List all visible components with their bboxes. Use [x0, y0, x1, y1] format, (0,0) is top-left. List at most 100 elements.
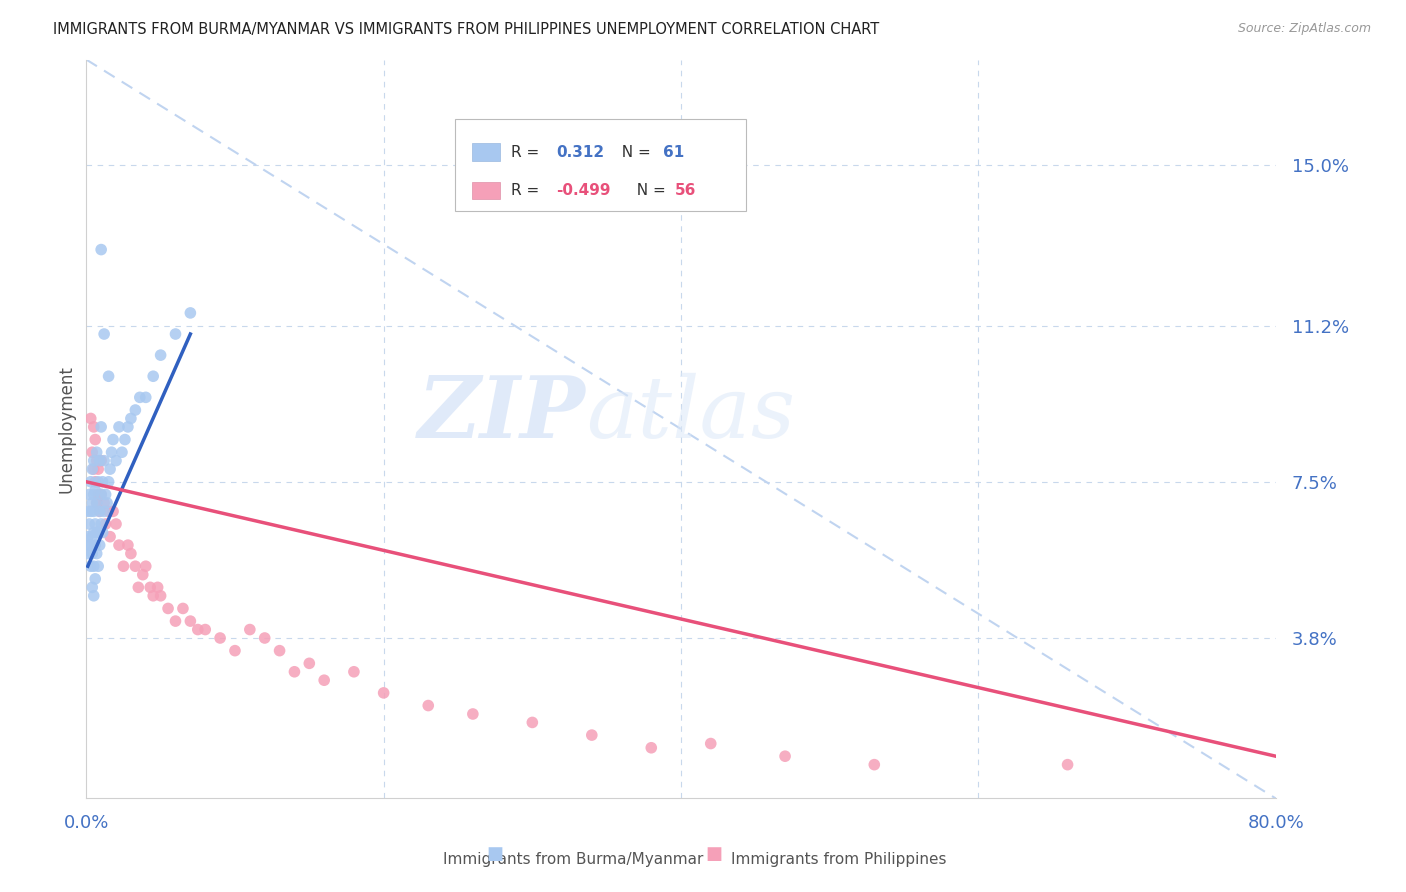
Point [91, 525, 114, 540]
Point [83, 525, 105, 540]
Point [80, 538, 103, 552]
Point [117, 420, 139, 434]
Point [461, 706, 484, 721]
Point [100, 445, 122, 459]
Point [253, 631, 276, 645]
Point [84, 475, 107, 489]
Point [124, 403, 146, 417]
Point [86, 547, 108, 561]
Point [105, 453, 128, 467]
Point [149, 589, 172, 603]
Point [94, 487, 117, 501]
Text: -0.499: -0.499 [557, 183, 610, 198]
Point [76, 504, 98, 518]
Point [87, 559, 110, 574]
Point [91, 475, 114, 489]
Point [83, 420, 105, 434]
Point [373, 686, 395, 700]
Point [239, 623, 262, 637]
Text: ZIP: ZIP [418, 373, 586, 456]
Point [80, 504, 103, 518]
Point [298, 657, 321, 671]
Text: 56: 56 [675, 183, 696, 198]
Point [76, 547, 98, 561]
Point [117, 538, 139, 552]
Point [209, 631, 232, 645]
Point [124, 559, 146, 574]
Point [89, 538, 111, 552]
Point [269, 643, 291, 657]
Point [87, 525, 110, 540]
Point [640, 740, 662, 755]
Point [194, 623, 217, 637]
Text: atlas: atlas [586, 373, 794, 456]
Point [418, 698, 440, 713]
Text: Source: ZipAtlas.com: Source: ZipAtlas.com [1237, 22, 1371, 36]
Point [80, 411, 103, 425]
Point [82, 462, 104, 476]
Point [80, 475, 103, 489]
Point [142, 589, 165, 603]
Point [82, 445, 104, 459]
Point [86, 496, 108, 510]
Text: R =: R = [510, 145, 544, 160]
Point [157, 601, 180, 615]
Point [179, 614, 201, 628]
Point [89, 504, 111, 518]
Point [98, 462, 121, 476]
Point [87, 487, 110, 501]
Point [90, 516, 112, 531]
Point [773, 749, 796, 764]
Point [90, 453, 112, 467]
Text: ■: ■ [706, 845, 723, 863]
Point [101, 504, 124, 518]
Point [128, 390, 150, 404]
Point [82, 530, 104, 544]
Point [581, 728, 603, 742]
Point [93, 453, 115, 467]
Point [84, 516, 107, 531]
Text: Immigrants from Burma/Myanmar: Immigrants from Burma/Myanmar [443, 852, 703, 867]
Point [146, 580, 169, 594]
Point [83, 487, 105, 501]
Y-axis label: Unemployment: Unemployment [58, 365, 75, 493]
Point [165, 614, 187, 628]
Point [1056, 757, 1078, 772]
Point [90, 487, 112, 501]
Point [97, 475, 120, 489]
Point [89, 504, 111, 518]
Point [86, 445, 108, 459]
Point [84, 433, 107, 447]
Point [165, 326, 187, 341]
Point [94, 516, 117, 531]
Text: Immigrants from Philippines: Immigrants from Philippines [731, 852, 946, 867]
Point [83, 589, 105, 603]
Point [112, 559, 135, 574]
Point [224, 643, 246, 657]
Point [77, 516, 100, 531]
Point [114, 433, 136, 447]
Point [83, 462, 105, 476]
Point [120, 411, 142, 425]
Point [86, 496, 108, 510]
Point [86, 525, 108, 540]
Point [127, 580, 149, 594]
Point [135, 559, 157, 574]
Point [108, 538, 131, 552]
Point [96, 496, 118, 510]
Point [90, 487, 112, 501]
Point [142, 369, 165, 384]
Point [149, 348, 172, 362]
Point [522, 715, 544, 730]
Point [82, 547, 104, 561]
Point [283, 665, 305, 679]
Point [84, 483, 107, 498]
Point [132, 567, 155, 582]
Text: 0.312: 0.312 [557, 145, 605, 160]
Point [863, 757, 886, 772]
Point [82, 496, 104, 510]
Point [98, 530, 121, 544]
Text: ■: ■ [486, 845, 503, 863]
Point [93, 496, 115, 510]
Point [77, 487, 100, 501]
